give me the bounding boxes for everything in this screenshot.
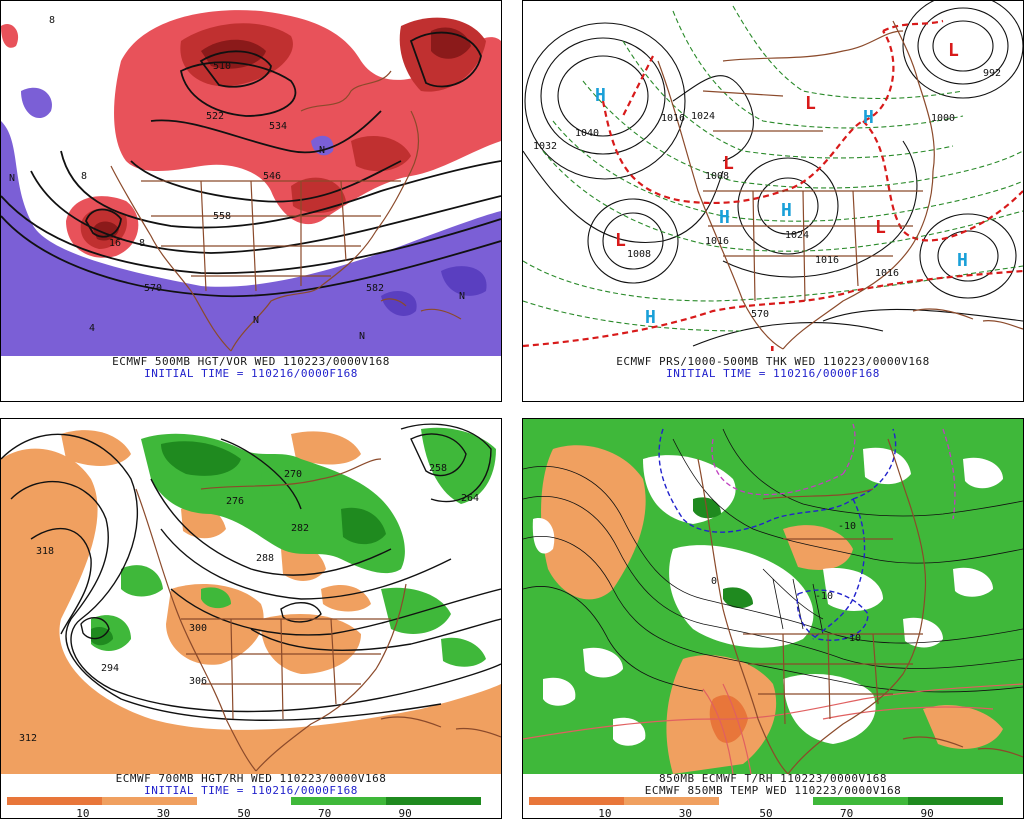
contour-label: 294: [101, 663, 119, 674]
high-pressure-marker: H: [719, 207, 730, 228]
isobar-label: 1040: [575, 128, 599, 139]
vort-label: 16: [109, 238, 121, 249]
contour-label: 522: [206, 111, 224, 122]
vort-min-label: N: [459, 291, 465, 302]
contour-label: 264: [461, 493, 479, 504]
isobar-label: 1016: [661, 113, 685, 124]
vort-min-label: N: [9, 173, 15, 184]
high-pressure-marker: H: [781, 200, 792, 221]
contour-label: 558: [213, 211, 231, 222]
isobar-label: 1016: [815, 255, 839, 266]
panel-500mb-hgt-vor: 510 522 534 546 558 570 582 N N N N N 4 …: [0, 0, 502, 402]
rh-colorbar: [7, 797, 481, 805]
vort-label: 8: [139, 238, 145, 249]
isobar-label: 1016: [875, 268, 899, 279]
isobar-label: 1032: [533, 141, 557, 152]
contour-label: 270: [284, 469, 302, 480]
low-pressure-marker: L: [615, 230, 626, 251]
low-pressure-marker: L: [948, 40, 959, 61]
map-500mb: 510 522 534 546 558 570 582 N N N N N 4 …: [1, 1, 501, 356]
rh-colorbar: [529, 797, 1003, 805]
isotherm-label: -10: [815, 591, 833, 602]
high-pressure-marker: H: [957, 250, 968, 271]
low-pressure-marker: L: [723, 153, 734, 174]
panel-caption: 850MB ECMWF T/RH 110223/0000V168: [659, 772, 887, 785]
isobar-label: 992: [983, 68, 1001, 79]
map-850mb: -10 -10 -10 0: [523, 419, 1023, 774]
panel-850mb-t-rh: -10 -10 -10 0 850MB ECMWF T/RH 110223/00…: [522, 418, 1024, 819]
panel-subcaption: INITIAL TIME = 110216/0000F168: [666, 367, 880, 380]
panel-subcaption: INITIAL TIME = 110216/0000F168: [144, 784, 358, 797]
contour-label: 276: [226, 496, 244, 507]
panel-700mb-hgt-rh: 318 312 306 300 294 288 282 276 270 264 …: [0, 418, 502, 819]
contour-label: 582: [366, 283, 384, 294]
panel-caption: ECMWF 500MB HGT/VOR WED 110223/0000V168: [112, 355, 390, 368]
rh-colorbar-ticks: 10 30 50 70 90: [76, 807, 412, 819]
isobar-label: 1000: [931, 113, 955, 124]
isobar-label: 1008: [705, 171, 729, 182]
isobar-label: 1016: [705, 236, 729, 247]
isotherm-label: -10: [843, 633, 861, 644]
isobar-label: 1024: [785, 230, 809, 241]
neg-vorticity-blob: [21, 87, 52, 119]
contour-label: 300: [189, 623, 207, 634]
high-pressure-marker: H: [863, 107, 874, 128]
low-pressure-marker: L: [805, 93, 816, 114]
low-pressure-marker: L: [769, 343, 780, 351]
neg-vorticity-region: [1, 121, 501, 356]
vort-min-label: N: [319, 145, 325, 156]
low-pressure-marker: L: [875, 217, 886, 238]
contour-label: 534: [269, 121, 287, 132]
vort-label: 8: [81, 171, 87, 182]
map-prs-thickness: H H H H H H L L L L L L 1032 1040 1016 1…: [523, 1, 1023, 351]
panel-subcaption: ECMWF 850MB TEMP WED 110223/0000V168: [644, 784, 902, 797]
vort-min-label: N: [359, 331, 365, 342]
isobar-label: 1024: [691, 111, 715, 122]
vort-label: 8: [49, 15, 55, 26]
isotherm-label: -10: [838, 521, 856, 532]
vort-min-label: N: [253, 315, 259, 326]
contour-label: 510: [213, 61, 231, 72]
isotherm-label: 0: [711, 576, 717, 587]
high-pressure-marker: H: [595, 85, 606, 106]
contour-label: 282: [291, 523, 309, 534]
panel-caption: ECMWF PRS/1000-500MB THK WED 110223/0000…: [616, 355, 930, 368]
contour-label: 318: [36, 546, 54, 557]
contour-label: 570: [144, 283, 162, 294]
map-700mb: 318 312 306 300 294 288 282 276 270 264 …: [1, 419, 501, 774]
panel-prs-thickness: H H H H H H L L L L L L 1032 1040 1016 1…: [522, 0, 1024, 402]
contour-label: 258: [429, 463, 447, 474]
panel-caption: ECMWF 700MB HGT/RH WED 110223/0000V168: [115, 772, 387, 785]
vort-min-label: 4: [89, 323, 95, 334]
contour-label: 546: [263, 171, 281, 182]
thickness-label: 570: [751, 309, 769, 320]
high-pressure-marker: H: [645, 307, 656, 328]
contour-label: 288: [256, 553, 274, 564]
contour-label: 306: [189, 676, 207, 687]
contour-label: 312: [19, 733, 37, 744]
rh-colorbar-ticks: 10 30 50 70 90: [598, 807, 934, 819]
panel-subcaption: INITIAL TIME = 110216/0000F168: [144, 367, 358, 380]
isobar-label: 1008: [627, 249, 651, 260]
